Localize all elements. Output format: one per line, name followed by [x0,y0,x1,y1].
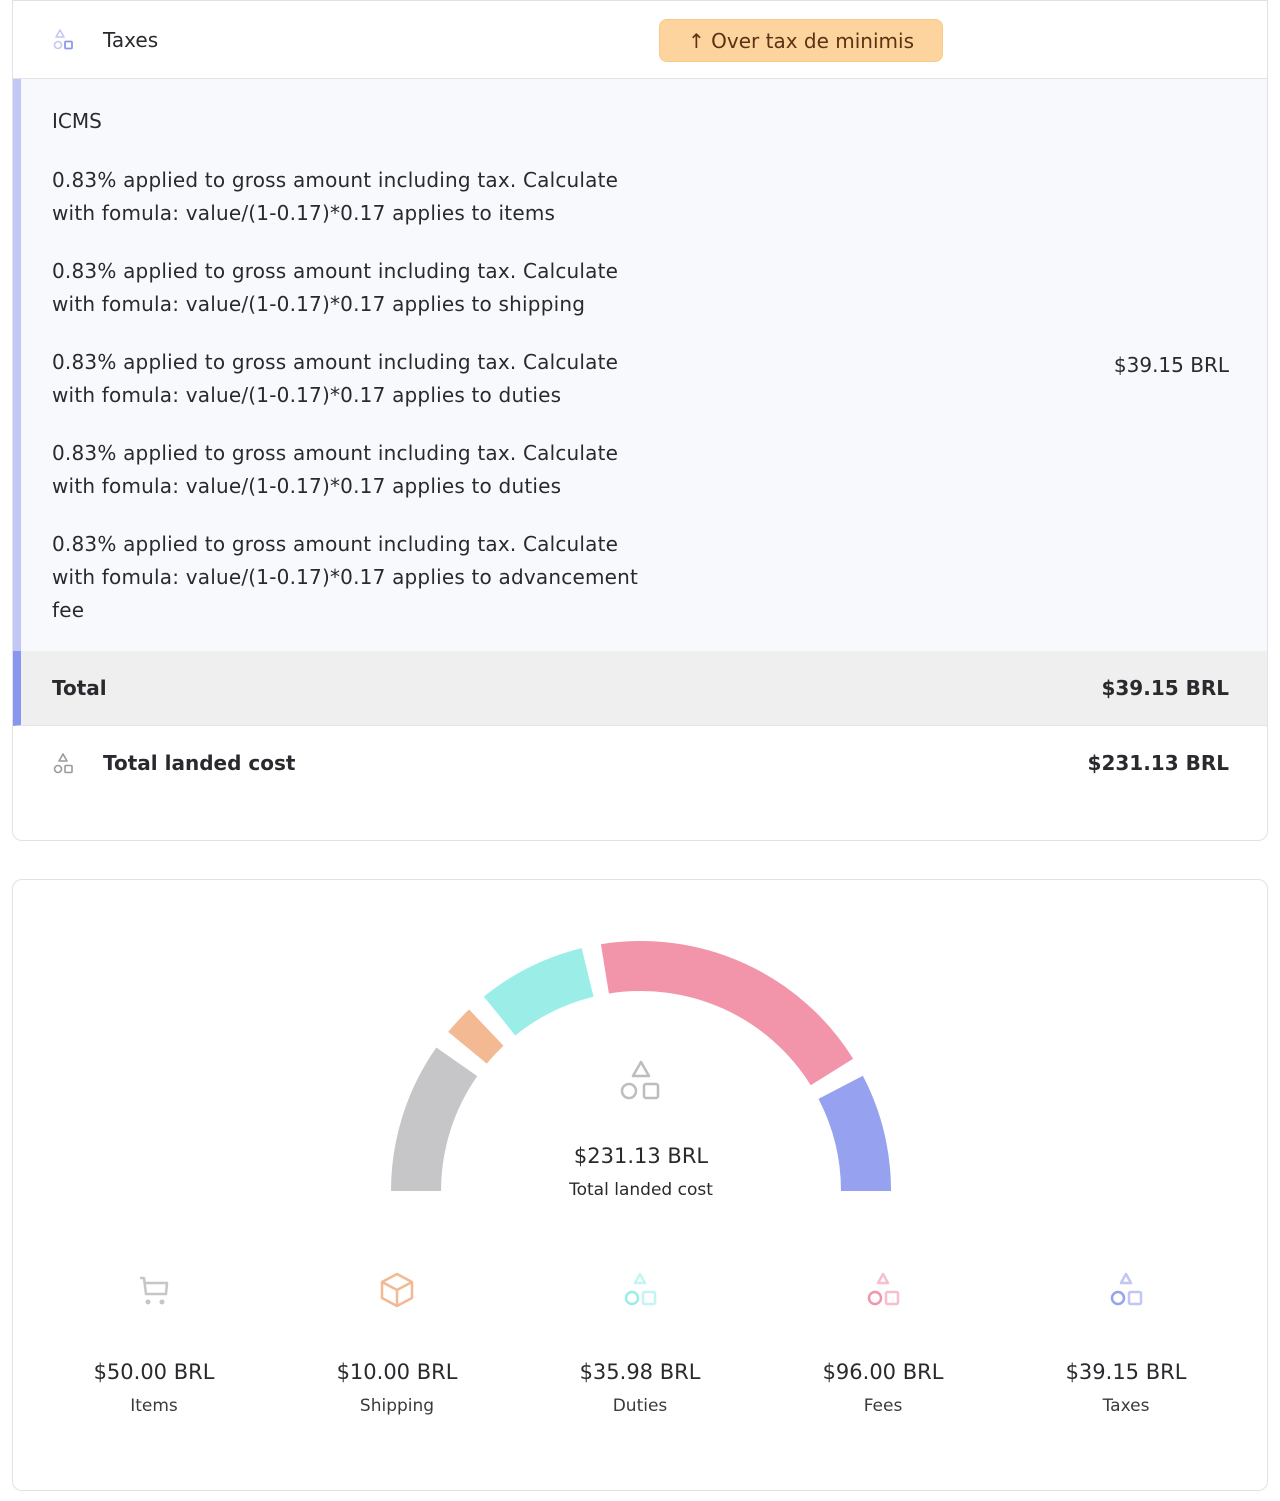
shapes-icon [620,1060,660,1100]
arrow-up-icon: ↑ [688,29,712,53]
legend-amount: $50.00 BRL [93,1360,215,1384]
legend-amount: $35.98 BRL [579,1360,701,1384]
gauge-center-label: Total landed cost [569,1180,713,1200]
tax-line: 0.83% applied to gross amount including … [52,532,639,622]
legend-amount: $10.00 BRL [336,1360,458,1384]
legend-label: Duties [612,1396,668,1416]
box-icon [380,1272,414,1308]
gauge-segment-shipping [448,1009,504,1064]
taxes-card: Taxes ↑ Over tax de minimis ICMS 0.83% a… [12,0,1268,841]
gauge-segment-fees [600,941,854,1086]
total-value: $39.15 BRL [1101,676,1229,700]
shapes-icon [867,1272,900,1306]
landed-cost-chart-card: $231.13 BRL Total landed cost $50.00 BRL… [12,879,1268,1491]
legend-label: Taxes [1102,1396,1150,1416]
tax-line: 0.83% applied to gross amount including … [52,441,619,498]
taxes-header: Taxes ↑ Over tax de minimis [13,1,1267,79]
section-title: Taxes [103,28,159,52]
tax-line: 0.83% applied to gross amount including … [52,350,619,407]
legend-item-items: $50.00 BRL Items [54,1270,254,1416]
shapes-icon [1110,1272,1143,1306]
gauge-segment-taxes [818,1075,891,1192]
legend-label: Shipping [359,1396,435,1416]
de-minimis-badge: ↑ Over tax de minimis [659,19,943,62]
legend-item-taxes: $39.15 BRL Taxes [1026,1270,1226,1416]
total-row: Total $39.15 BRL [13,651,1267,726]
gauge-chart [391,941,891,1192]
shapes-icon [624,1272,657,1306]
legend-amount: $96.00 BRL [822,1360,944,1384]
tax-detail: ICMS 0.83% applied to gross amount inclu… [13,79,1267,651]
gauge-segment-duties [483,948,595,1036]
shapes-icon [53,29,73,50]
legend-item-shipping: $10.00 BRL Shipping [297,1270,497,1416]
legend-amount: $39.15 BRL [1065,1360,1187,1384]
total-label: Total [52,676,107,700]
landed-cost-value: $231.13 BRL [1087,751,1229,775]
tax-line: 0.83% applied to gross amount including … [52,259,619,316]
landed-cost-row: Total landed cost $231.13 BRL [13,726,1267,804]
tax-name: ICMS [52,109,102,133]
gauge-segment-items [391,1047,478,1192]
tax-amount: $39.15 BRL [1113,353,1229,377]
tax-line: 0.83% applied to gross amount including … [52,168,619,225]
cart-icon [140,1276,169,1305]
legend-item-fees: $96.00 BRL Fees [783,1270,983,1416]
legend-item-duties: $35.98 BRL Duties [540,1270,740,1416]
legend-label: Items [130,1396,178,1416]
shapes-icon [53,753,73,774]
landed-cost-label: Total landed cost [103,751,296,775]
legend-label: Fees [863,1396,903,1416]
gauge-center-value: $231.13 BRL [573,1144,709,1168]
